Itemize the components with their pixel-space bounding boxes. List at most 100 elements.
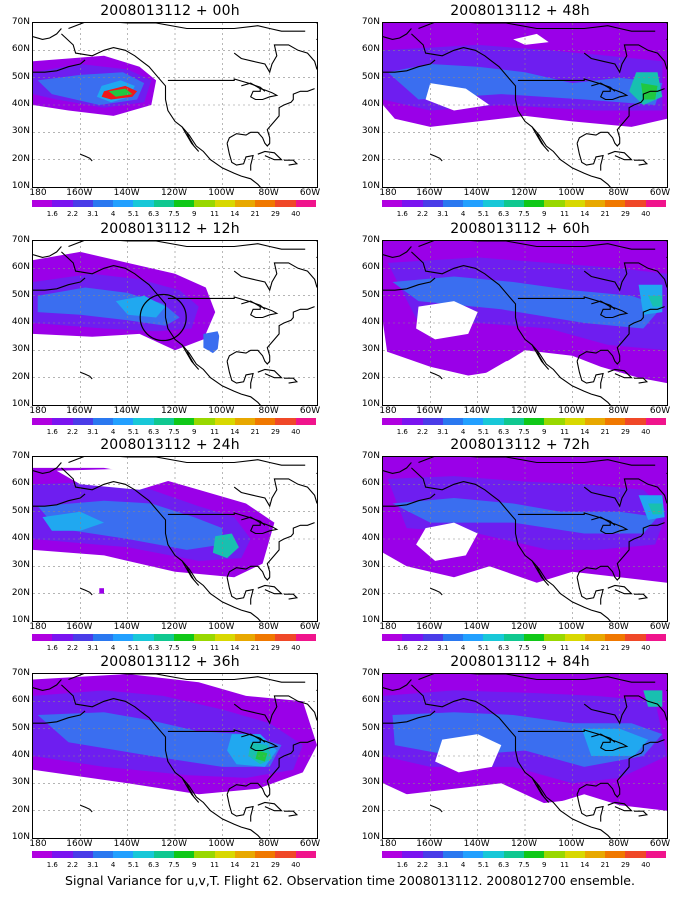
- variance-map: [33, 457, 317, 621]
- lon-tick-label: 180: [379, 188, 397, 198]
- colorbar-label: 7.5: [168, 644, 180, 652]
- colorbar-swatch: [503, 851, 525, 858]
- lat-tick-label: 50N: [11, 71, 30, 82]
- colorbar-label: 4: [460, 861, 466, 869]
- colorbar-label: 14: [580, 861, 590, 869]
- colorbar-label: 21: [250, 210, 260, 218]
- colorbar-swatch: [234, 200, 256, 207]
- coastline: [257, 584, 283, 595]
- lon-tick-label: 180: [379, 406, 397, 416]
- panel-title: 2008013112 + 36h: [100, 654, 240, 670]
- colorbar-label: 3.1: [87, 861, 99, 869]
- map-panel-p24: 2008013112 + 24h 70N 60N 50N 40N 30N 20N 10N 180…: [0, 434, 340, 652]
- colorbar-swatch: [32, 851, 53, 858]
- colorbar-swatch: [544, 200, 566, 207]
- lat-tick-label: 30N: [11, 344, 30, 355]
- variance-contour: [643, 690, 663, 707]
- colorbar-label: 9: [192, 861, 197, 869]
- colorbar-label: 5.1: [127, 861, 139, 869]
- coastline: [576, 306, 665, 365]
- lat-tick-label: 10N: [361, 399, 380, 409]
- colorbar-label: 21: [600, 210, 610, 218]
- variance-contour: [37, 712, 282, 767]
- colorbar-label: 29: [620, 428, 630, 436]
- lat-tick-label: 70N: [11, 668, 30, 678]
- colorbar-label: 1.6: [396, 644, 408, 652]
- colorbar-label: 14: [580, 644, 590, 652]
- colorbar-swatch: [72, 418, 94, 425]
- colorbar-swatch: [382, 200, 403, 207]
- coastline: [591, 82, 629, 101]
- coastline: [33, 246, 62, 258]
- lon-tick-label: 80W: [258, 839, 279, 849]
- low-variance-region: [416, 522, 478, 561]
- coastline: [181, 560, 200, 586]
- colorbar-label: 40: [291, 861, 301, 869]
- lat-tick-label: 30N: [361, 344, 380, 355]
- lat-tick-label: 10N: [11, 615, 30, 625]
- lat-tick-label: 20N: [11, 371, 30, 382]
- lon-tick-label: 60W: [649, 188, 671, 198]
- colorbar-label: 11: [560, 861, 570, 869]
- colorbar-swatch: [382, 418, 403, 425]
- colorbar-label: 1.6: [46, 210, 58, 218]
- colorbar-label: 7.5: [168, 428, 180, 436]
- variance-contour: [115, 295, 166, 318]
- panel-title: 2008013112 + 60h: [450, 221, 590, 237]
- colorbar-swatch: [463, 851, 484, 858]
- coastline: [181, 126, 200, 152]
- coastline: [241, 516, 279, 535]
- colorbar-label: 29: [620, 861, 630, 869]
- lon-tick-label: 140W: [113, 622, 140, 632]
- colorbar-label: 21: [600, 428, 610, 436]
- figure-caption: Signal Variance for u,v,T. Flight 62. Ob…: [65, 873, 635, 888]
- lat-tick-label: 50N: [361, 505, 380, 516]
- colorbar-swatch: [32, 200, 53, 207]
- low-variance-region: [210, 262, 317, 405]
- lat-tick-label: 60N: [11, 478, 30, 489]
- lon-tick-label: 80W: [608, 188, 629, 198]
- colorbar-label: 21: [250, 644, 260, 652]
- colorbar-label: 40: [291, 644, 301, 652]
- lat-tick-label: 40N: [361, 317, 380, 327]
- lat-tick-label: 30N: [361, 560, 380, 571]
- low-variance-region: [56, 467, 176, 490]
- coastline: [61, 467, 261, 621]
- coastline: [61, 251, 261, 405]
- coastline: [517, 78, 616, 92]
- map-area: [382, 673, 668, 839]
- coastline: [33, 59, 86, 73]
- coastline: [383, 246, 412, 258]
- coastline: [633, 377, 649, 384]
- lat-tick-label: 30N: [11, 126, 30, 137]
- colorbar-label: 21: [250, 861, 260, 869]
- coastline: [80, 371, 93, 380]
- coastline: [283, 377, 299, 384]
- colorbar-swatch: [234, 634, 256, 641]
- map-panel-p12: 2008013112 + 12h 70N 60N 50N 40N 30N 20N 10N 180…: [0, 218, 340, 436]
- lon-tick-label: 180: [29, 188, 47, 198]
- colorbar-label: 11: [210, 861, 220, 869]
- colorbar: [382, 418, 667, 425]
- lon-tick-label: 180: [29, 839, 47, 849]
- colorbar-swatch: [503, 200, 525, 207]
- variance-map: [383, 23, 667, 187]
- lat-tick-label: 10N: [361, 615, 380, 625]
- colorbar-swatch: [524, 851, 545, 858]
- coastline: [33, 28, 62, 40]
- colorbar-label: 2.2: [66, 644, 79, 652]
- coastline: [531, 777, 550, 803]
- low-variance-region: [513, 33, 549, 45]
- panel-title: 2008013112 + 12h: [100, 221, 240, 237]
- coastline: [61, 33, 261, 187]
- coastline: [257, 150, 283, 161]
- variance-map: [33, 674, 317, 838]
- coastline: [583, 44, 667, 74]
- lat-tick-label: 20N: [11, 587, 30, 598]
- lon-tick-label: 120W: [510, 406, 538, 416]
- lon-tick-label: 140W: [463, 406, 490, 416]
- low-variance-region: [416, 301, 478, 340]
- map-panel-p00: 2008013112 + 00h 70N 60N 50N 40N 30N 20N 10N 180…: [0, 0, 340, 218]
- lon-tick-label: 100W: [558, 622, 585, 632]
- lon-tick-label: 100W: [208, 406, 235, 416]
